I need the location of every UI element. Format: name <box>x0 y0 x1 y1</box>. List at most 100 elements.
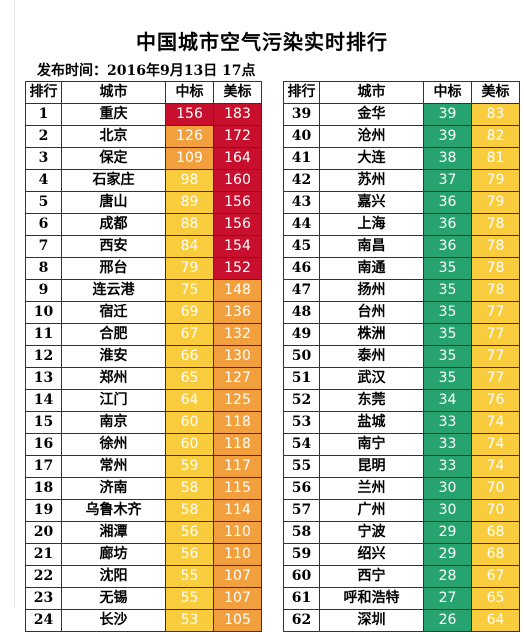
us-index-cell: 65 <box>471 587 520 610</box>
table-row: 1 重庆 156 183 <box>25 103 262 126</box>
cn-index-cell: 28 <box>423 565 472 588</box>
city-cell: 重庆 <box>61 103 166 126</box>
cn-index-cell: 33 <box>423 411 472 434</box>
us-index-cell: 105 <box>213 609 262 632</box>
rank-cell: 1 <box>25 103 62 126</box>
rank-cell: 13 <box>25 367 62 390</box>
us-index-cell: 118 <box>213 411 262 434</box>
city-cell: 连云港 <box>61 279 166 302</box>
table-row: 5 唐山 89 156 <box>25 191 262 214</box>
cn-index-cell: 88 <box>165 213 214 236</box>
us-index-cell: 132 <box>213 323 262 346</box>
table-row: 10 宿迁 69 136 <box>25 301 262 324</box>
table-row: 16 徐州 60 118 <box>25 433 262 456</box>
table-row: 44 上海 36 78 <box>283 213 520 236</box>
us-index-cell: 70 <box>471 499 520 522</box>
city-cell: 淮安 <box>61 345 166 368</box>
cn-index-cell: 58 <box>165 499 214 522</box>
page-title: 中国城市空气污染实时排行 <box>136 30 388 54</box>
cn-index-cell: 29 <box>423 543 472 566</box>
cn-index-cell: 33 <box>423 433 472 456</box>
city-cell: 大连 <box>319 147 424 170</box>
city-cell: 深圳 <box>319 609 424 632</box>
us-index-cell: 68 <box>471 543 520 566</box>
us-index-cell: 156 <box>213 191 262 214</box>
us-index-cell: 110 <box>213 543 262 566</box>
us-index-cell: 77 <box>471 323 520 346</box>
cn-index-cell: 55 <box>165 565 214 588</box>
table-row: 18 济南 58 115 <box>25 477 262 500</box>
city-cell: 南宁 <box>319 433 424 456</box>
rank-cell: 23 <box>25 587 62 610</box>
city-cell: 广州 <box>319 499 424 522</box>
us-index-cell: 107 <box>213 565 262 588</box>
table-row: 14 江门 64 125 <box>25 389 262 412</box>
city-cell: 株洲 <box>319 323 424 346</box>
cn-index-cell: 35 <box>423 345 472 368</box>
city-cell: 泰州 <box>319 345 424 368</box>
us-index-cell: 76 <box>471 389 520 412</box>
header-rank: 排行 <box>283 81 320 104</box>
cn-index-cell: 64 <box>165 389 214 412</box>
cn-index-cell: 33 <box>423 455 472 478</box>
city-cell: 武汉 <box>319 367 424 390</box>
rank-cell: 59 <box>283 543 320 566</box>
table-row: 45 南昌 36 78 <box>283 235 520 258</box>
cn-index-cell: 35 <box>423 279 472 302</box>
rank-cell: 52 <box>283 389 320 412</box>
cn-index-cell: 29 <box>423 521 472 544</box>
city-cell: 石家庄 <box>61 169 166 192</box>
us-index-cell: 172 <box>213 125 262 148</box>
cn-index-cell: 109 <box>165 147 214 170</box>
table-row: 54 南宁 33 74 <box>283 433 520 456</box>
us-index-cell: 183 <box>213 103 262 126</box>
table-row: 20 湘潭 56 110 <box>25 521 262 544</box>
rank-cell: 14 <box>25 389 62 412</box>
rank-cell: 24 <box>25 609 62 632</box>
rank-cell: 16 <box>25 433 62 456</box>
rank-cell: 19 <box>25 499 62 522</box>
city-cell: 无锡 <box>61 587 166 610</box>
cn-index-cell: 126 <box>165 125 214 148</box>
city-cell: 邢台 <box>61 257 166 280</box>
cn-index-cell: 75 <box>165 279 214 302</box>
us-index-cell: 154 <box>213 235 262 258</box>
city-cell: 济南 <box>61 477 166 500</box>
rank-cell: 62 <box>283 609 320 632</box>
city-cell: 台州 <box>319 301 424 324</box>
rank-cell: 55 <box>283 455 320 478</box>
rank-cell: 9 <box>25 279 62 302</box>
table-header-row: 排行 城市 中标 美标 <box>283 81 520 104</box>
table-row: 23 无锡 55 107 <box>25 587 262 610</box>
rank-cell: 39 <box>283 103 320 126</box>
city-cell: 北京 <box>61 125 166 148</box>
rank-cell: 4 <box>25 169 62 192</box>
us-index-cell: 136 <box>213 301 262 324</box>
us-index-cell: 77 <box>471 301 520 324</box>
us-index-cell: 148 <box>213 279 262 302</box>
rank-cell: 40 <box>283 125 320 148</box>
city-cell: 江门 <box>61 389 166 412</box>
table-row: 24 长沙 53 105 <box>25 609 262 632</box>
us-index-cell: 160 <box>213 169 262 192</box>
rank-cell: 41 <box>283 147 320 170</box>
us-index-cell: 115 <box>213 477 262 500</box>
cn-index-cell: 60 <box>165 411 214 434</box>
cn-index-cell: 35 <box>423 301 472 324</box>
rank-cell: 46 <box>283 257 320 280</box>
rank-cell: 21 <box>25 543 62 566</box>
table-row: 12 淮安 66 130 <box>25 345 262 368</box>
rank-cell: 10 <box>25 301 62 324</box>
cn-index-cell: 36 <box>423 213 472 236</box>
publish-time: 发布时间：2016年9月13日 17点 <box>37 63 256 79</box>
table-row: 13 郑州 65 127 <box>25 367 262 390</box>
table-row: 22 沈阳 55 107 <box>25 565 262 588</box>
us-index-cell: 64 <box>471 609 520 632</box>
rank-cell: 5 <box>25 191 62 214</box>
city-cell: 唐山 <box>61 191 166 214</box>
us-index-cell: 77 <box>471 345 520 368</box>
cn-index-cell: 156 <box>165 103 214 126</box>
us-index-cell: 152 <box>213 257 262 280</box>
table-row: 62 深圳 26 64 <box>283 609 520 632</box>
us-index-cell: 130 <box>213 345 262 368</box>
